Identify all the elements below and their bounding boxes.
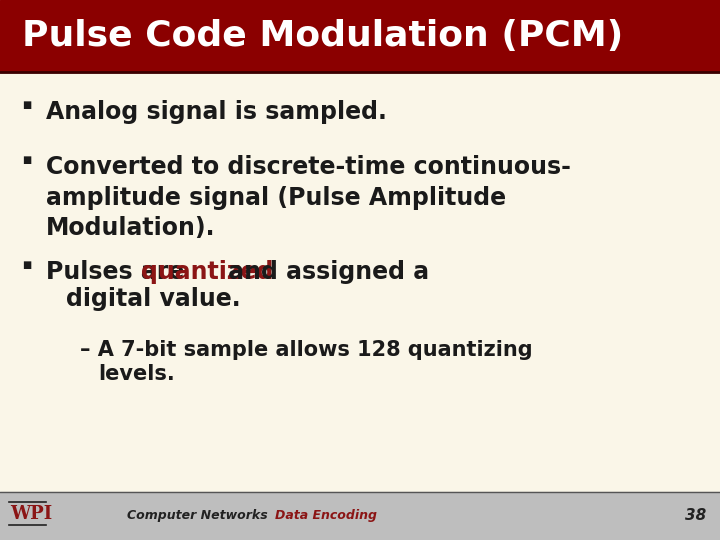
Text: ■: ■ <box>22 100 31 110</box>
Text: levels.: levels. <box>98 364 175 384</box>
Text: – A 7-bit sample allows 128 quantizing: – A 7-bit sample allows 128 quantizing <box>80 340 533 360</box>
Text: Computer Networks: Computer Networks <box>127 510 268 523</box>
Text: Converted to discrete-time continuous-
amplitude signal (Pulse Amplitude
Modulat: Converted to discrete-time continuous- a… <box>46 155 571 240</box>
Text: quantized: quantized <box>141 260 274 284</box>
Text: and assigned a: and assigned a <box>220 260 429 284</box>
Text: digital value.: digital value. <box>66 287 240 311</box>
Text: Data Encoding: Data Encoding <box>275 510 377 523</box>
Text: Pulse Code Modulation (PCM): Pulse Code Modulation (PCM) <box>22 19 624 53</box>
Text: Pulses are: Pulses are <box>46 260 193 284</box>
Text: Analog signal is sampled.: Analog signal is sampled. <box>46 100 387 124</box>
Text: ■: ■ <box>22 260 31 270</box>
Bar <box>0 0 720 72</box>
Text: 38: 38 <box>685 509 706 523</box>
Bar <box>0 492 720 540</box>
Text: ■: ■ <box>22 155 31 165</box>
Text: WPI: WPI <box>10 505 53 523</box>
